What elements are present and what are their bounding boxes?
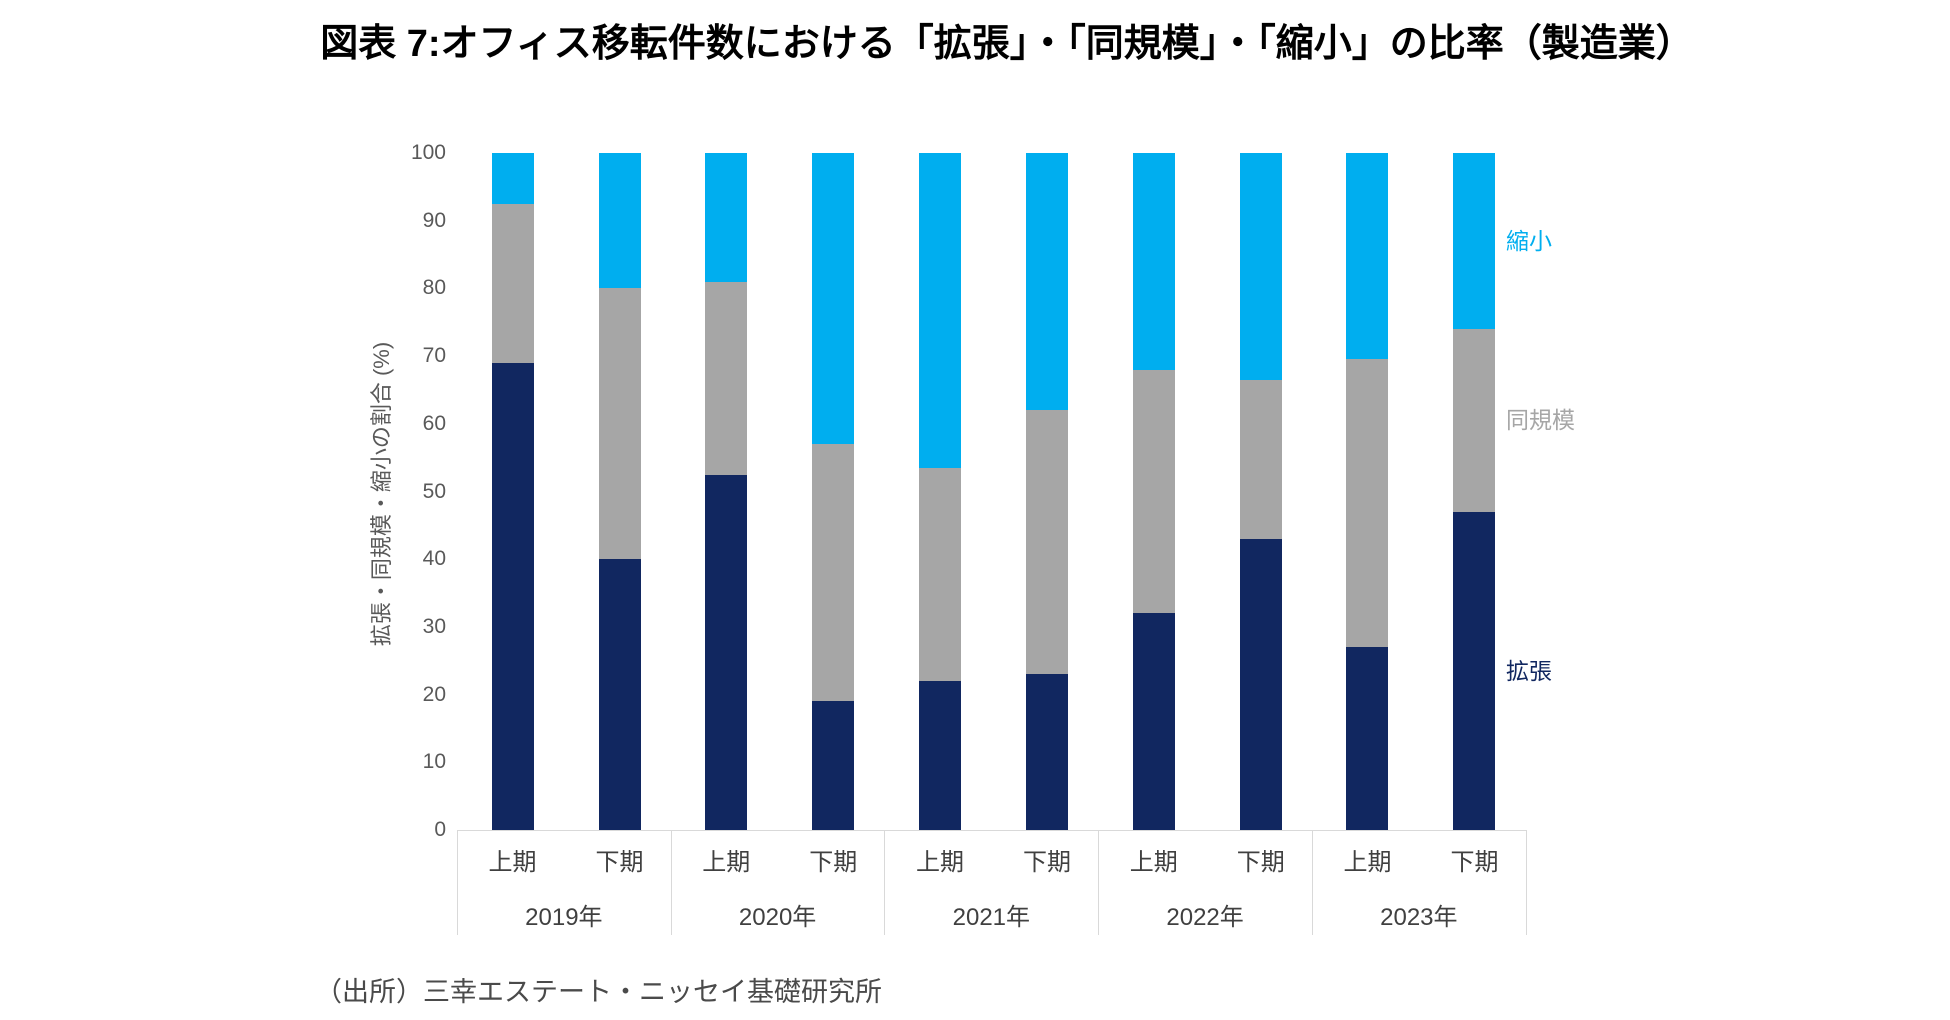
bar-segment-縮小 <box>1239 153 1282 380</box>
bar-segment-同規模 <box>1025 410 1068 675</box>
source-note: （出所）三幸エステート・ニッセイ基礎研究所 <box>315 977 882 1007</box>
x-label-half: 上期 <box>702 849 751 876</box>
bar-segment-縮小 <box>1346 153 1389 360</box>
legend-label-拡張: 拡張 <box>1506 657 1552 684</box>
x-label-half: 下期 <box>595 849 644 876</box>
y-tick-label: 80 <box>422 276 446 300</box>
group-separator-line <box>884 830 886 935</box>
y-tick-label: 100 <box>410 141 446 164</box>
x-label-half: 下期 <box>1022 849 1071 876</box>
group-separator-line <box>1098 830 1100 935</box>
legend-label-縮小: 縮小 <box>1506 228 1552 254</box>
legend-label-同規模: 同規模 <box>1506 407 1575 434</box>
bar-segment-拡張 <box>812 701 855 830</box>
bar-segment-拡張 <box>918 681 961 830</box>
bar-segment-同規模 <box>705 281 748 475</box>
bar-segment-同規模 <box>598 288 641 560</box>
y-tick-label: 30 <box>422 614 446 638</box>
bar-segment-拡張 <box>1025 674 1068 830</box>
x-label-half: 下期 <box>809 849 858 876</box>
x-label-half: 上期 <box>1343 849 1392 876</box>
bar-segment-同規模 <box>1453 329 1496 512</box>
bar-segment-拡張 <box>1453 511 1496 830</box>
bar-segment-同規模 <box>1132 369 1175 614</box>
x-label-year: 2020年 <box>738 904 817 931</box>
bar-segment-縮小 <box>1025 153 1068 411</box>
x-label-year: 2021年 <box>952 904 1031 931</box>
bar-segment-縮小 <box>598 153 641 289</box>
bar-segment-縮小 <box>918 153 961 468</box>
x-label-year: 2019年 <box>525 904 603 931</box>
bar-segment-拡張 <box>598 559 641 830</box>
bar-segment-縮小 <box>1453 153 1496 330</box>
x-label-half: 上期 <box>1129 849 1178 876</box>
y-tick-label: 20 <box>422 682 446 706</box>
bar-segment-拡張 <box>1239 538 1282 830</box>
bar-segment-縮小 <box>1132 153 1175 370</box>
y-tick-label: 10 <box>422 750 446 774</box>
group-separator-line <box>670 830 672 935</box>
x-label-half: 下期 <box>1450 849 1499 876</box>
bar-segment-同規模 <box>1346 359 1389 648</box>
y-tick-label: 90 <box>422 208 446 232</box>
x-axis-line <box>457 830 1526 831</box>
bar-segment-縮小 <box>705 153 748 282</box>
x-label-year: 2022年 <box>1166 904 1244 931</box>
x-label-year: 2023年 <box>1380 904 1458 931</box>
group-separator-line <box>1311 830 1313 935</box>
y-tick-label: 40 <box>422 547 446 571</box>
bar-segment-同規模 <box>491 203 534 363</box>
bar-segment-縮小 <box>812 153 855 445</box>
bar-segment-拡張 <box>1132 613 1175 830</box>
bar-segment-同規模 <box>918 467 961 682</box>
group-separator-line <box>457 830 458 935</box>
x-label-half: 上期 <box>488 849 537 876</box>
bar-segment-縮小 <box>491 153 534 204</box>
bar-segment-同規模 <box>812 444 855 702</box>
y-tick-label: 70 <box>422 344 446 368</box>
x-label-half: 上期 <box>915 849 964 876</box>
bar-segment-拡張 <box>1346 647 1389 830</box>
y-tick-label: 0 <box>434 818 446 841</box>
group-separator-line <box>1525 830 1527 935</box>
bar-segment-同規模 <box>1239 379 1282 539</box>
chart-title: 図表 7:オフィス移転件数における「拡張」・「同規模」・「縮小」の比率（製造業） <box>320 23 1694 65</box>
y-tick-label: 60 <box>422 411 446 435</box>
y-tick-label: 50 <box>422 479 446 503</box>
bar-segment-拡張 <box>491 362 534 830</box>
bar-segment-拡張 <box>705 474 748 830</box>
x-label-half: 下期 <box>1236 849 1285 876</box>
